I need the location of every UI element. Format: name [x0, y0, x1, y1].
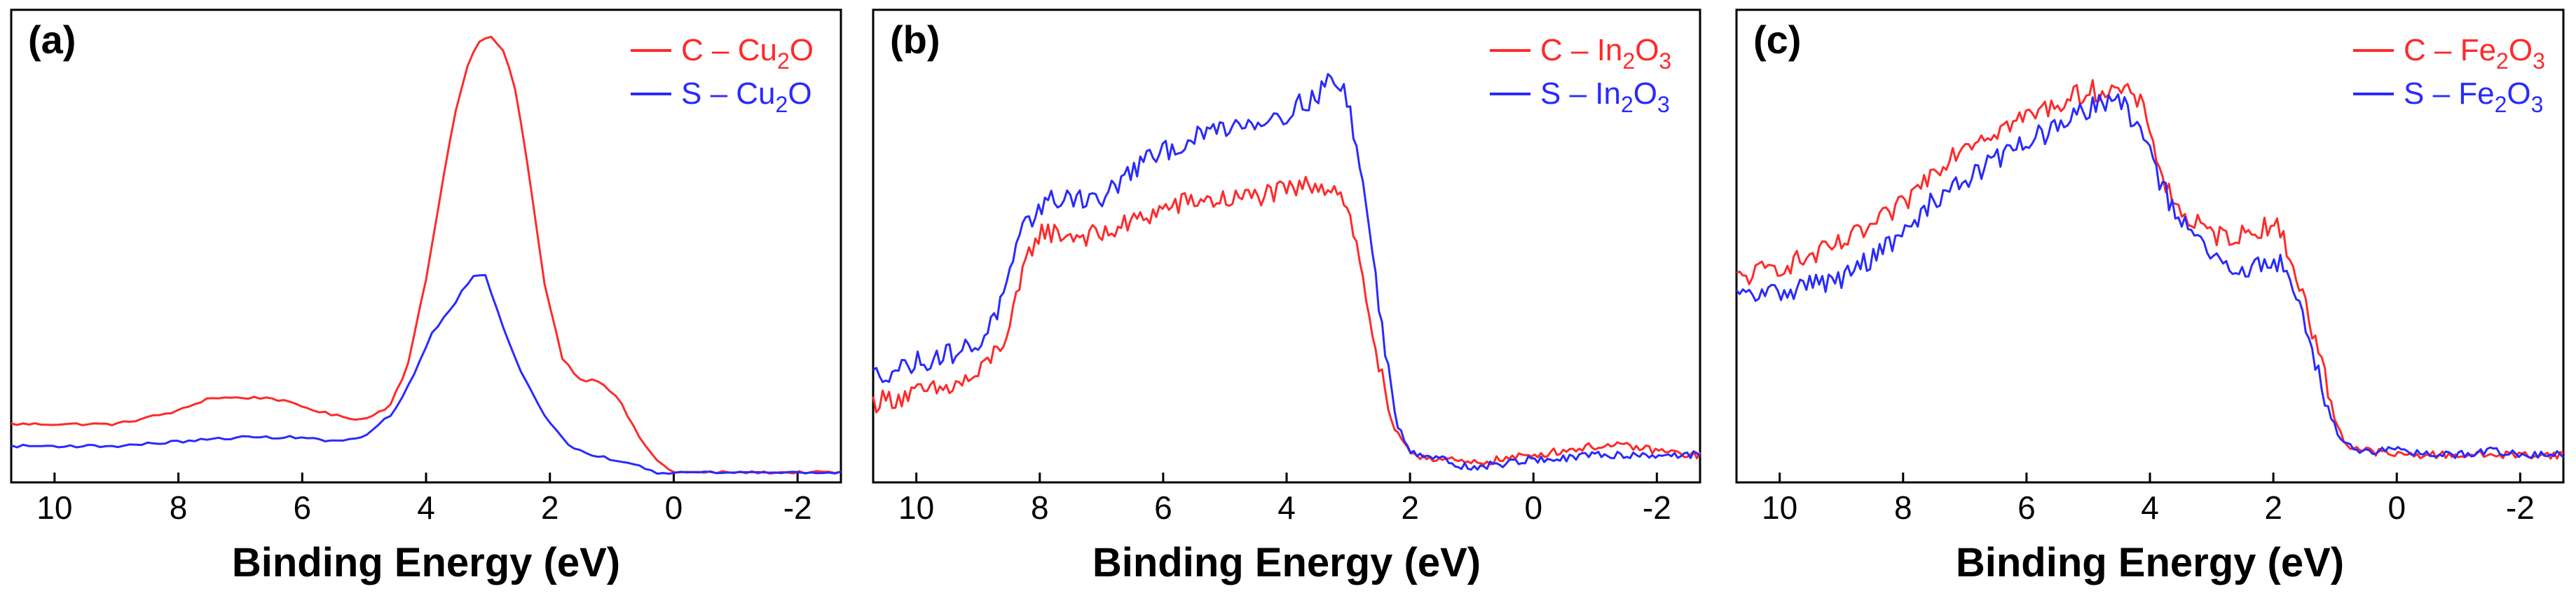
- x-tick-label: 2: [541, 489, 559, 526]
- x-tick-label: 6: [1154, 489, 1172, 526]
- panel-label: (b): [890, 18, 940, 62]
- legend-entry: C – Cu2O: [681, 33, 814, 74]
- x-tick-label: 2: [2264, 489, 2282, 526]
- series-line-S: [872, 73, 1701, 471]
- x-tick-label: 10: [36, 489, 72, 526]
- panel-b: 10 8 6 4 2 0 -2 Binding Energy (eV) (b) C – In2O3…: [872, 8, 1701, 585]
- series-line-S: [1735, 93, 2565, 459]
- x-tick-label: 6: [293, 489, 311, 526]
- series-line-C: [1736, 79, 2564, 460]
- x-tick-label: -2: [783, 489, 812, 526]
- x-tick-label: -2: [2506, 489, 2535, 526]
- x-tick-label: 8: [1894, 489, 1912, 526]
- legend-entry: C – In2O3: [1540, 33, 1671, 74]
- x-tick-label: 0: [665, 489, 683, 526]
- x-tick-label: 0: [2387, 489, 2406, 526]
- x-axis-label: Binding Energy (eV): [1956, 540, 2344, 585]
- x-tick-label: 10: [898, 489, 934, 526]
- series-line-C: [872, 175, 1701, 466]
- series-line-S: [11, 273, 842, 475]
- x-tick-label: 2: [1401, 489, 1419, 526]
- x-tick-label: 8: [1031, 489, 1049, 526]
- x-tick-label: 0: [1524, 489, 1542, 526]
- panel-label: (a): [28, 18, 76, 62]
- x-tick-label: 10: [1762, 489, 1797, 526]
- legend-entry: S – Fe2O3: [2404, 76, 2543, 117]
- x-tick-label: 6: [2017, 489, 2036, 526]
- x-tick-label: -2: [1643, 489, 1671, 526]
- x-tick-label: 8: [170, 489, 188, 526]
- x-tick-label: 4: [417, 489, 435, 526]
- panel-a: 10 8 6 4 2 0 -2 Binding Energy (eV) (a) C – Cu2OS…: [10, 8, 842, 585]
- x-tick-label: 4: [1277, 489, 1296, 526]
- legend-entry: C – Fe2O3: [2404, 33, 2545, 74]
- legend-entry: S – Cu2O: [681, 76, 812, 117]
- x-axis-label: Binding Energy (eV): [1092, 540, 1481, 585]
- x-axis-label: Binding Energy (eV): [232, 540, 620, 585]
- legend-entry: S – In2O3: [1540, 76, 1670, 117]
- panel-label: (c): [1753, 18, 1801, 62]
- panel-c: 10 8 6 4 2 0 -2 Binding Energy (eV) (c) C – Fe2O3…: [1735, 8, 2565, 585]
- x-tick-label: 4: [2141, 489, 2159, 526]
